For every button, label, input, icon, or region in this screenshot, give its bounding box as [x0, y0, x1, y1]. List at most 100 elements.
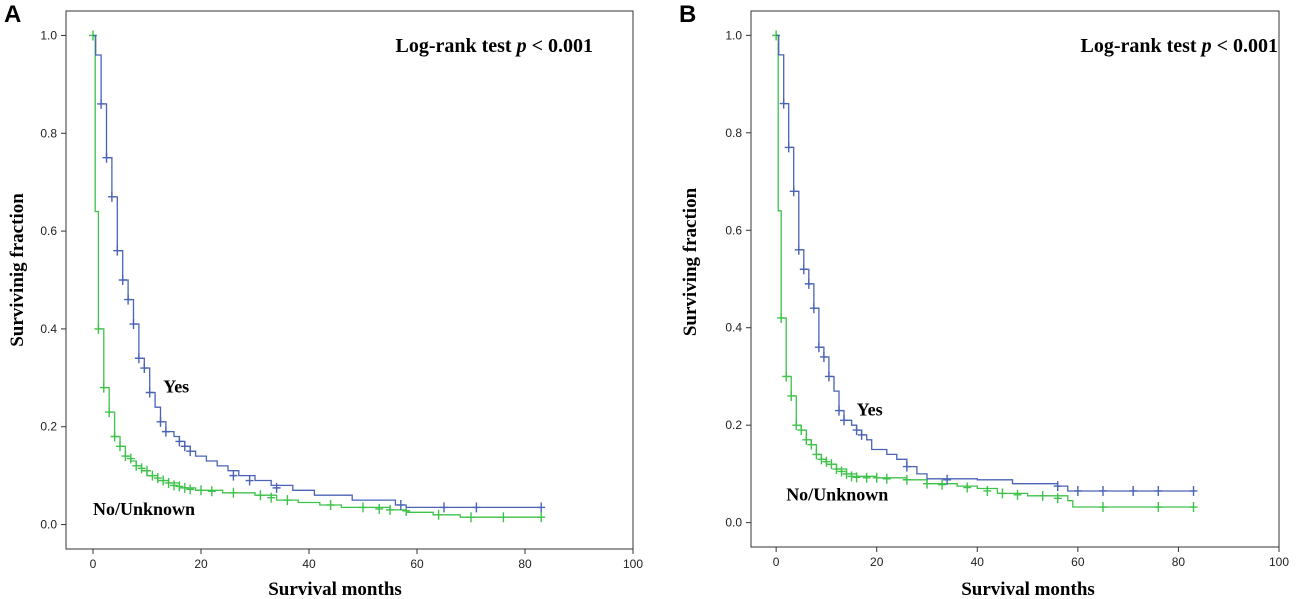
- censor-mark-no-unknown-a-5: [116, 441, 124, 452]
- censor-mark-yes-a-9: [145, 387, 154, 398]
- censor-mark-no-unknown-a-8: [132, 460, 141, 471]
- censor-mark-no-unknown-b-19: [882, 473, 891, 484]
- km-curve-no-unknown-b: [776, 34, 1194, 508]
- censor-mark-yes-a-12: [175, 436, 184, 447]
- censor-mark-no-unknown-a-7: [126, 453, 135, 464]
- censor-mark-no-unknown-a-4: [110, 431, 119, 442]
- censor-mark-yes-b-5: [804, 278, 813, 289]
- chart-marks-a: 0 20 40 60 80 100 0.0 0.2 0.4 0.6 0.8 1.0 No/Unknown…: [40, 28, 643, 571]
- censor-mark-no-unknown-b-12: [832, 464, 841, 475]
- logrank-value-b: < 0.001: [1212, 35, 1278, 57]
- censor-mark-no-unknown-b-8: [812, 449, 821, 460]
- censor-mark-yes-a-10: [156, 416, 165, 427]
- censor-mark-yes-b-10: [835, 405, 843, 416]
- censor-mark-no-unknown-b-14: [842, 468, 851, 479]
- censor-mark-no-unknown-b-21: [923, 478, 931, 489]
- censor-mark-no-unknown-b-22: [938, 479, 947, 490]
- censor-mark-no-unknown-b-28: [1053, 493, 1062, 504]
- series-label-yes-a: Yes: [163, 376, 189, 396]
- censor-mark-yes-a-21: [537, 502, 546, 513]
- series-label-no-unknown-a: No/Unknown: [93, 499, 195, 519]
- y-tick-label-a-0: 0.0: [40, 518, 57, 532]
- chart-marks-b: 0 20 40 60 80 100 0.0 0.2 0.4 0.6 0.8 1.0 No/Unknown…: [725, 28, 1289, 569]
- plot-frame-a: [65, 10, 634, 550]
- km-chart-a: A Log-rank test p < 0.001 Survival month…: [4, 1, 643, 599]
- censor-mark-no-unknown-a-12: [153, 473, 162, 484]
- censor-mark-no-unknown-a-17: [180, 482, 189, 493]
- censor-mark-no-unknown-a-10: [143, 465, 151, 476]
- censor-mark-yes-b-21: [1189, 485, 1198, 496]
- censor-mark-no-unknown-a-15: [170, 480, 178, 491]
- censor-mark-no-unknown-a-33: [537, 512, 546, 523]
- censor-mark-no-unknown-a-11: [148, 470, 157, 481]
- series-label-no-unknown-b: No/Unknown: [786, 485, 888, 505]
- censor-mark-yes-a-4: [118, 275, 127, 285]
- censor-mark-yes-a-7: [134, 353, 143, 364]
- censor-mark-no-unknown-b-27: [1038, 490, 1047, 501]
- censor-mark-yes-a-2: [107, 191, 116, 202]
- censor-mark-yes-a-20: [472, 502, 481, 513]
- y-tick-label-a-5: 1.0: [40, 28, 57, 42]
- logrank-p-b: p: [1200, 35, 1212, 57]
- censor-mark-no-unknown-b-20: [902, 474, 911, 485]
- censor-mark-no-unknown-a-16: [175, 481, 184, 492]
- chart-panel-a: A Log-rank test p < 0.001 Survival month…: [4, 1, 643, 599]
- km-curve-yes-b: [776, 34, 1194, 492]
- censor-mark-yes-a-17: [272, 482, 281, 493]
- y-tick-label-a-3: 0.6: [40, 224, 57, 238]
- censor-mark-no-unknown-a-23: [267, 492, 276, 503]
- y-tick-label-b-4: 0.8: [725, 126, 742, 140]
- x-axis-title-b: Survival months: [961, 579, 1095, 599]
- km-curve-no-unknown-a: [93, 34, 542, 518]
- x-tick-label-a-2: 40: [302, 557, 316, 571]
- censor-mark-yes-b-20: [1154, 485, 1163, 496]
- censor-mark-no-unknown-a-13: [159, 475, 168, 486]
- x-tick-label-a-5: 100: [623, 557, 643, 571]
- censor-mark-yes-b-19: [1129, 485, 1138, 496]
- censor-mark-no-unknown-b-4: [792, 420, 801, 431]
- censor-mark-no-unknown-a-3: [105, 407, 114, 418]
- x-tick-label-a-0: 0: [90, 557, 97, 571]
- logrank-p-a: p: [515, 35, 527, 57]
- censor-mark-no-unknown-b-17: [862, 472, 871, 483]
- censor-mark-yes-b-8: [819, 351, 828, 362]
- censor-mark-no-unknown-b-6: [802, 434, 811, 445]
- y-tick-label-a-1: 0.2: [40, 420, 57, 434]
- censor-mark-no-unknown-b-11: [827, 459, 836, 470]
- censor-mark-no-unknown-a-28: [386, 504, 394, 515]
- censor-mark-yes-b-4: [799, 264, 808, 275]
- censor-mark-yes-a-8: [140, 363, 149, 374]
- censor-mark-no-unknown-b-9: [817, 454, 826, 465]
- censor-mark-no-unknown-b-1: [777, 312, 786, 323]
- censor-mark-no-unknown-a-31: [467, 512, 475, 523]
- x-tick-label-b-2: 40: [971, 555, 985, 569]
- censor-mark-no-unknown-b-31: [1189, 502, 1198, 513]
- panel-label-a: A: [4, 1, 21, 28]
- censor-mark-no-unknown-b-16: [852, 472, 861, 483]
- y-tick-label-b-5: 1.0: [725, 28, 742, 42]
- censor-mark-yes-a-13: [180, 441, 189, 452]
- censor-mark-no-unknown-b-3: [787, 390, 796, 401]
- censor-mark-no-unknown-b-29: [1099, 502, 1107, 513]
- plot-frame-b: [750, 10, 1280, 548]
- censor-mark-yes-b-9: [824, 371, 833, 382]
- censor-mark-no-unknown-a-32: [499, 512, 508, 523]
- censor-mark-no-unknown-b-26: [1013, 489, 1022, 500]
- censor-mark-yes-a-0: [97, 98, 106, 109]
- censor-mark-no-unknown-b-24: [983, 485, 992, 496]
- censor-mark-yes-a-16: [245, 475, 254, 486]
- censor-mark-no-unknown-b-15: [847, 471, 856, 482]
- censor-mark-yes-b-17: [1073, 485, 1082, 496]
- y-axis-title-b: Surviving fraction: [680, 187, 701, 336]
- censor-mark-no-unknown-b-5: [797, 425, 806, 436]
- censor-mark-no-unknown-a-26: [359, 502, 367, 513]
- censor-mark-yes-a-11: [161, 426, 170, 437]
- x-tick-label-b-5: 100: [1269, 555, 1289, 569]
- y-tick-label-b-1: 0.2: [725, 418, 742, 432]
- logrank-text-a: Log-rank test: [395, 35, 516, 57]
- x-tick-label-a-3: 60: [410, 557, 424, 571]
- y-tick-label-b-2: 0.4: [725, 321, 742, 335]
- censor-mark-yes-a-5: [124, 294, 133, 305]
- censor-mark-no-unknown-b-13: [837, 466, 846, 477]
- censor-mark-yes-a-6: [129, 319, 138, 330]
